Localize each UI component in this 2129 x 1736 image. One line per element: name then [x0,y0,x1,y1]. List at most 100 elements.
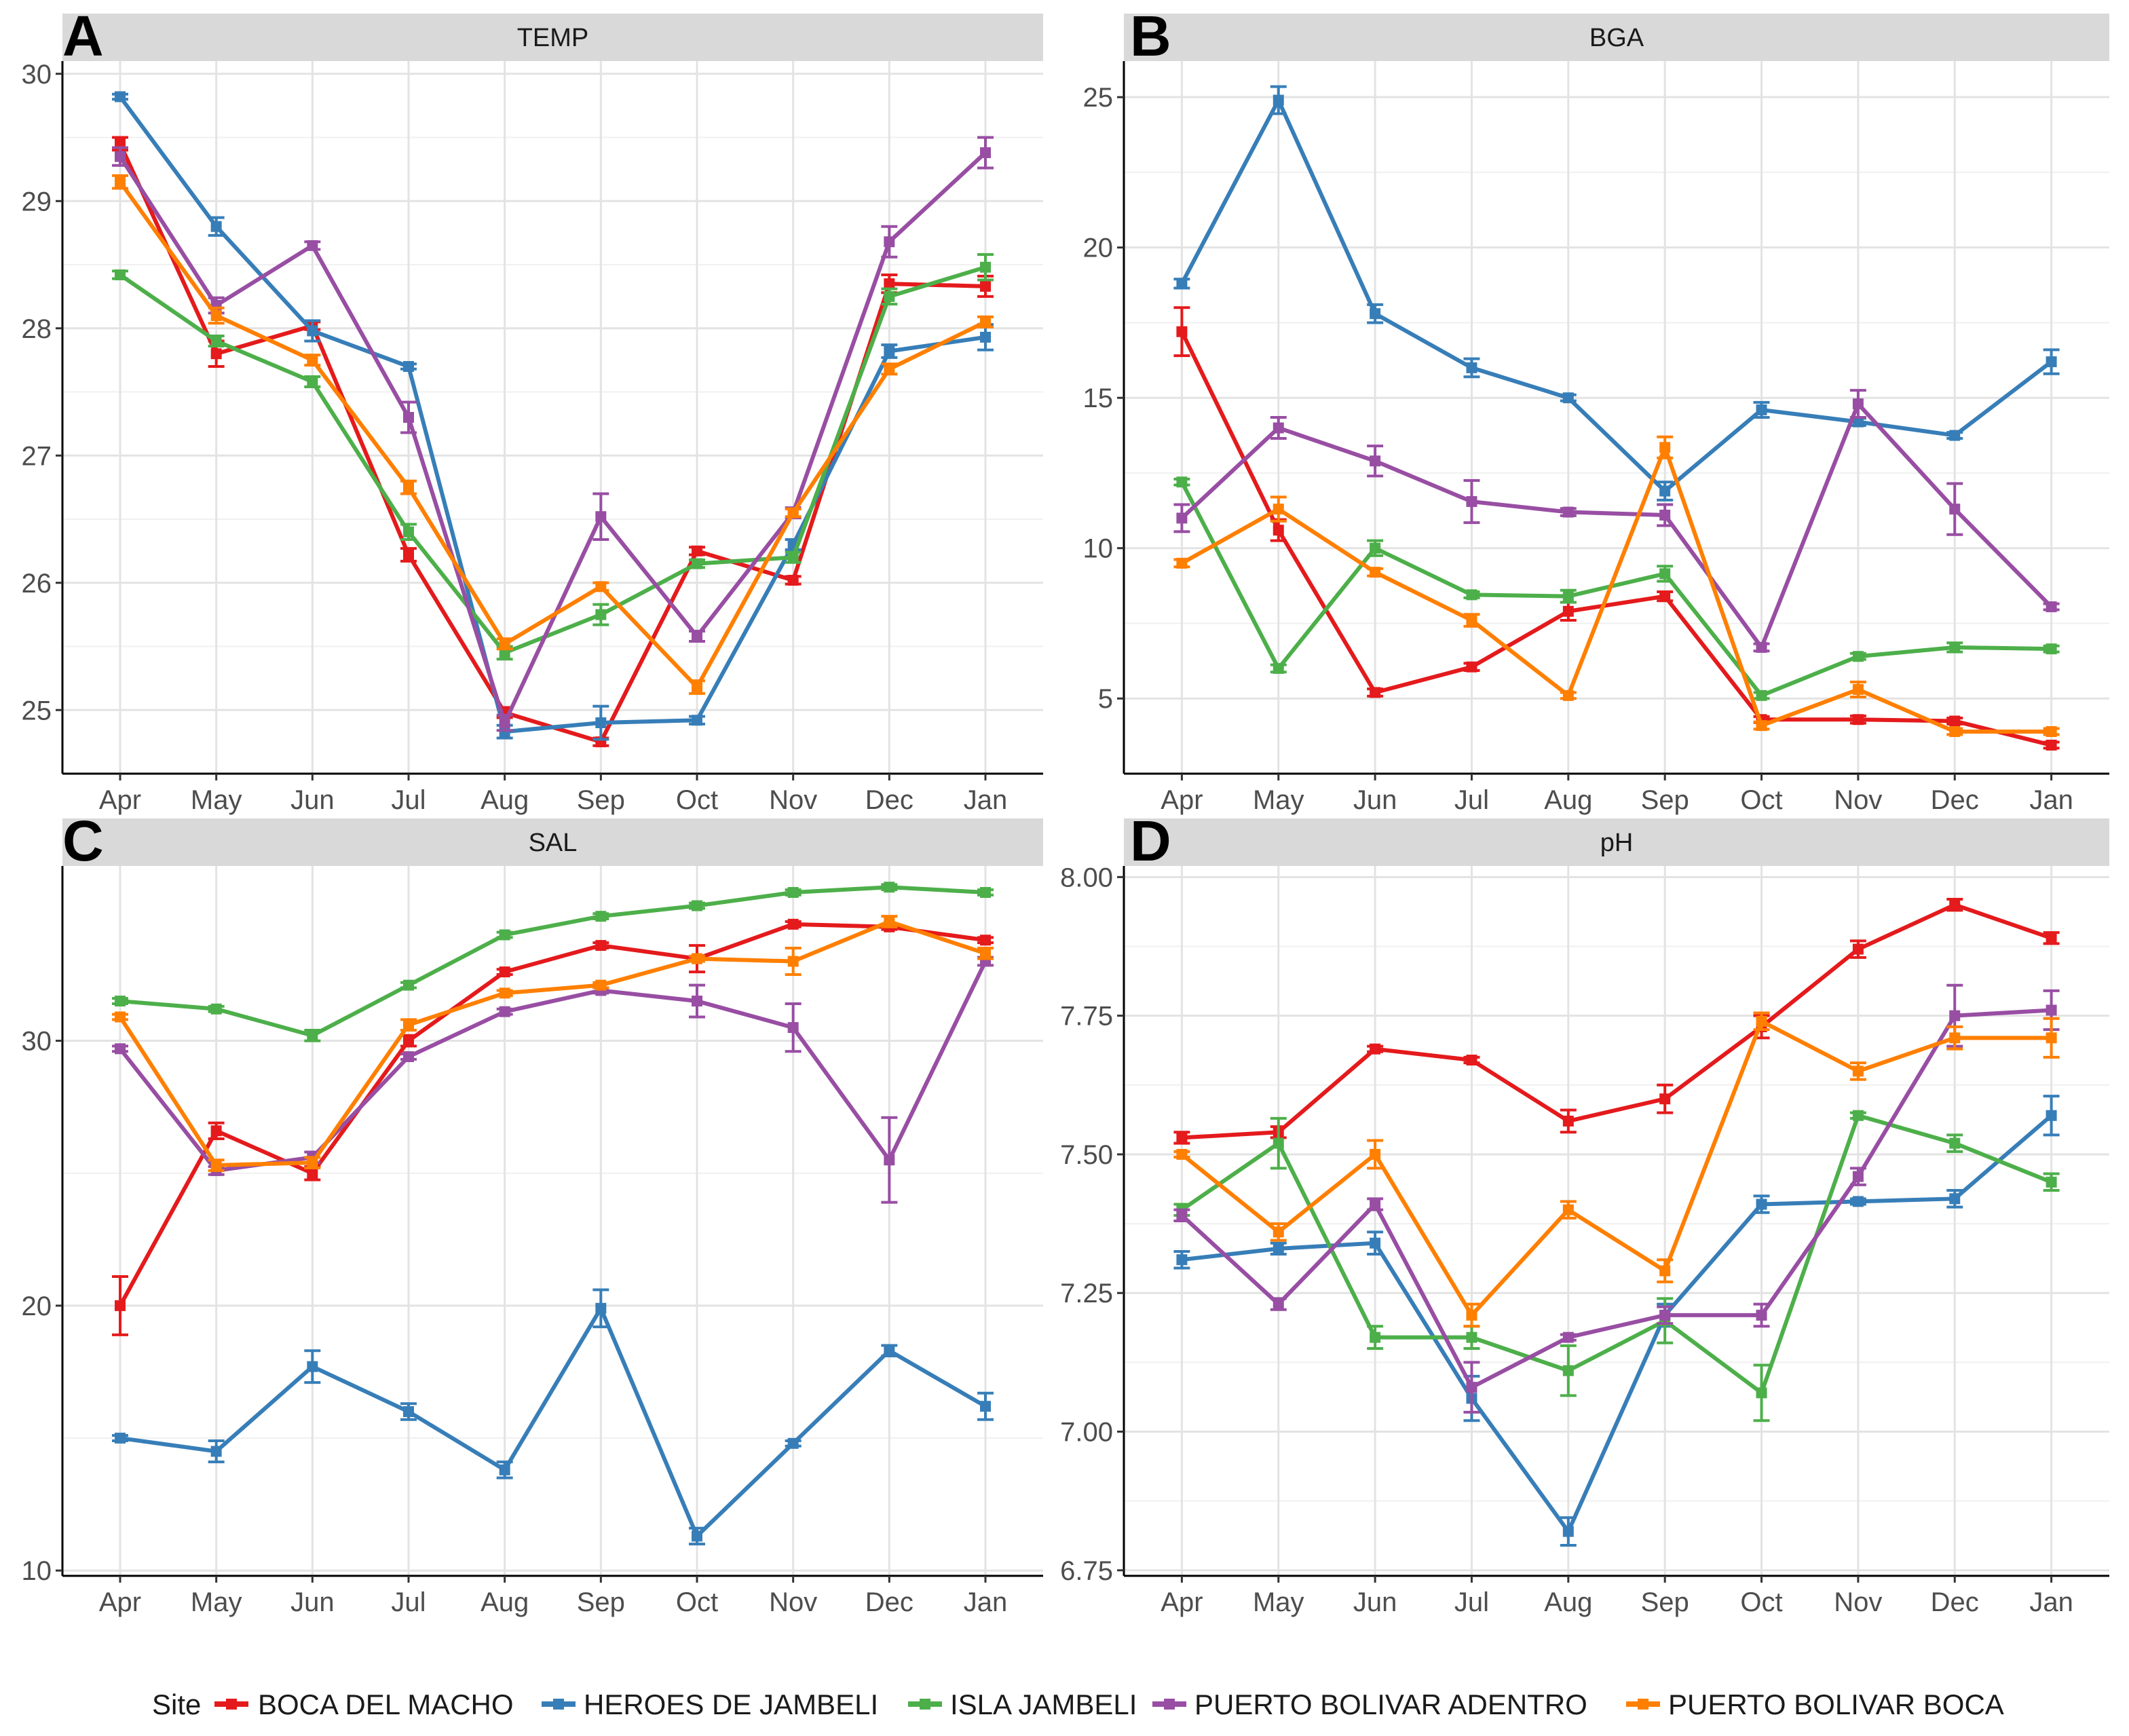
line-boca-del-macho [1180,329,2054,747]
legend: Site BOCA DEL MACHO HEROES DE JAMBELI IS… [152,1688,2004,1720]
legend-key-point-puerto-bolivar-boca [1638,1699,1648,1710]
panel-letter-temp: A [62,4,104,68]
y-tick-label: 27 [22,441,52,471]
point-puerto-bolivar-adentro [884,1154,895,1166]
point-puerto-bolivar-adentro [1273,422,1284,434]
line-puerto-bolivar-boca [1180,445,2054,734]
panel-letter-sal: C [62,809,104,873]
line-isla-jambeli [1180,480,2054,698]
x-tick-label: Oct [676,785,718,815]
line-puerto-bolivar-boca [118,180,987,690]
point-isla-jambeli [307,1030,318,1041]
point-heroes-de-jambeli [1659,485,1671,497]
point-heroes-de-jambeli [787,1437,799,1449]
point-isla-jambeli [2046,1176,2057,1188]
x-tick-label: Aug [481,785,529,815]
point-heroes-de-jambeli [1949,1193,1961,1205]
series-boca-del-macho [1173,898,2060,1145]
point-puerto-bolivar-boca [403,482,414,493]
point-puerto-bolivar-adentro [499,717,510,728]
point-puerto-bolivar-boca [1466,615,1477,626]
line-isla-jambeli [1180,1113,2054,1395]
y-tick-label: 10 [22,1556,52,1586]
point-isla-jambeli [1659,568,1671,580]
series-puerto-bolivar-boca [112,915,994,1172]
y-tick-label: 30 [22,60,52,90]
series-heroes-de-jambeli [112,91,994,741]
legend-entry-puerto-bolivar-adentro: PUERTO BOLIVAR ADENTRO [1152,1688,1587,1720]
point-boca-del-macho [787,575,799,586]
x-tick-label: Jul [391,1587,426,1617]
line-puerto-bolivar-boca [1180,1019,2054,1317]
point-heroes-de-jambeli [692,1530,702,1542]
point-puerto-bolivar-adentro [115,151,126,162]
point-puerto-bolivar-adentro [1273,1298,1284,1310]
point-boca-del-macho [980,280,991,292]
point-heroes-de-jambeli [210,1446,222,1457]
series-isla-jambeli [112,253,994,661]
point-puerto-bolivar-boca [210,1160,222,1171]
point-isla-jambeli [210,335,222,347]
point-heroes-de-jambeli [403,1406,414,1418]
point-isla-jambeli [1852,1110,1864,1121]
point-heroes-de-jambeli [2046,356,2057,368]
series-boca-del-macho [112,136,994,748]
point-isla-jambeli [787,887,799,899]
point-heroes-de-jambeli [1176,278,1188,289]
x-tick-label: May [1253,785,1304,815]
point-boca-del-macho [1949,715,1961,727]
point-puerto-bolivar-boca [1756,1015,1767,1027]
point-puerto-bolivar-boca [980,947,991,959]
point-boca-del-macho [2046,739,2057,751]
x-tick-label: Jun [1353,785,1397,815]
line-heroes-de-jambeli [1180,98,2054,493]
point-puerto-bolivar-boca [1852,1065,1864,1077]
point-heroes-de-jambeli [1756,1199,1767,1210]
y-tick-label: 20 [22,1291,52,1321]
y-tick-label: 26 [22,569,52,599]
y-tick-label: 7.00 [1060,1418,1113,1448]
point-boca-del-macho [1562,1115,1574,1127]
series-heroes-de-jambeli [112,1288,994,1546]
line-puerto-bolivar-adentro [118,151,987,725]
point-puerto-bolivar-boca [595,979,607,991]
x-tick-label: Jul [1454,785,1489,815]
legend-title: Site [152,1688,201,1720]
x-tick-label: May [191,1587,242,1617]
panel-letter-bga: B [1130,4,1171,68]
point-puerto-bolivar-adentro [499,1006,510,1017]
point-puerto-bolivar-adentro [1562,1332,1574,1343]
point-heroes-de-jambeli [884,345,895,357]
point-puerto-bolivar-boca [115,1011,126,1023]
x-tick-label: Jan [964,1587,1008,1617]
point-puerto-bolivar-adentro [115,1043,126,1055]
point-isla-jambeli [1756,1387,1767,1399]
point-boca-del-macho [787,918,799,930]
x-tick-label: Apr [99,1587,141,1617]
point-boca-del-macho [1273,525,1284,536]
point-puerto-bolivar-adentro [692,630,702,642]
x-tick-label: Jul [391,785,426,815]
point-isla-jambeli [692,900,702,911]
x-tick-label: Sep [1641,785,1689,815]
point-isla-jambeli [1466,589,1477,601]
series-puerto-bolivar-adentro [112,136,994,732]
point-isla-jambeli [1370,542,1381,554]
point-heroes-de-jambeli [115,1433,126,1444]
x-tick-label: Jan [964,785,1008,815]
y-tick-label: 10 [1083,534,1114,564]
point-puerto-bolivar-adentro [1659,1309,1671,1321]
point-puerto-bolivar-adentro [1176,1209,1188,1221]
point-heroes-de-jambeli [1370,308,1381,320]
x-tick-label: Nov [1834,1587,1882,1617]
x-tick-label: Nov [1834,785,1882,815]
point-heroes-de-jambeli [403,361,414,372]
point-puerto-bolivar-boca [499,638,510,649]
point-puerto-bolivar-adentro [2046,1004,2057,1016]
point-boca-del-macho [1176,326,1188,337]
point-isla-jambeli [884,882,895,893]
point-isla-jambeli [692,558,702,569]
legend-entry-boca-del-macho: BOCA DEL MACHO [214,1688,514,1720]
point-puerto-bolivar-adentro [1466,496,1477,508]
